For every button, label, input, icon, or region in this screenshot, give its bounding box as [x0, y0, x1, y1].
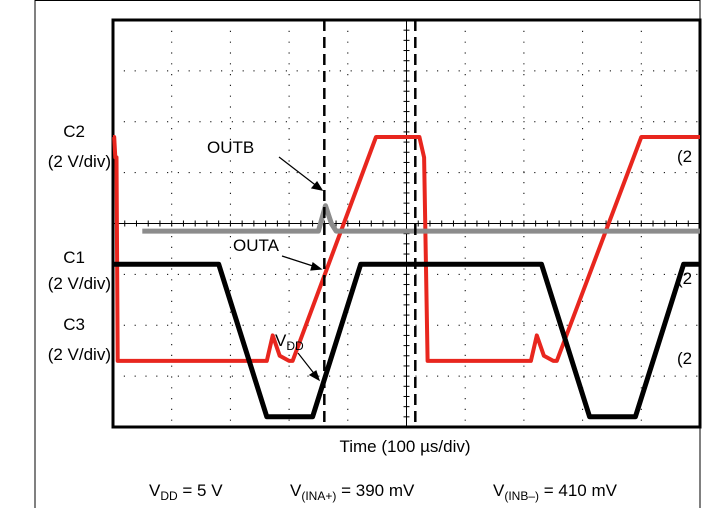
- annotation-outb-label: OUTB: [207, 138, 254, 157]
- annotation-outa-arrow: [281, 255, 323, 271]
- channel-scale-c2: (2 V/div): [48, 152, 111, 171]
- annotation-outb-arrow: [278, 156, 324, 191]
- caption-vdd-sub: DD: [160, 489, 178, 503]
- caption-ina: V(INA+) = 390 mV: [290, 481, 415, 503]
- caption-vdd: VDD = 5 V: [149, 481, 223, 503]
- channel-label-c3: C3: [63, 315, 85, 334]
- channel-label-c2: C2: [63, 122, 85, 141]
- series-outa: [142, 203, 700, 234]
- channel-scale-c1: (2 V/div): [48, 274, 111, 293]
- caption-inb-rest: = 410 mV: [539, 481, 618, 500]
- right-scale-label-c2: (2: [677, 147, 692, 166]
- caption-ina-main: V: [290, 481, 302, 500]
- right-scale-label-c3: (2: [677, 349, 692, 368]
- x-axis-label: Time (100 µs/div): [339, 437, 470, 456]
- caption-inb-main: V: [493, 481, 505, 500]
- series-group: [112, 135, 700, 420]
- right-scale-label-c1: (2: [677, 269, 692, 288]
- caption-ina-rest: = 390 mV: [336, 481, 415, 500]
- caption-vdd-rest: = 5 V: [178, 481, 224, 500]
- channel-scale-c3: (2 V/div): [48, 345, 111, 364]
- series-outb: [112, 135, 700, 363]
- annotation-vdd-label: VDD: [275, 331, 304, 353]
- annotation-outa-label: OUTA: [233, 236, 280, 255]
- caption-vdd-main: V: [149, 481, 161, 500]
- annotation-vdd-main: V: [275, 331, 287, 350]
- caption-ina-sub: (INA+): [301, 489, 336, 503]
- annotation-vdd-arrow: [297, 352, 321, 382]
- caption-inb-sub: (INB–): [504, 489, 539, 503]
- series-vdd: [113, 261, 700, 420]
- channel-label-c1: C1: [63, 248, 85, 267]
- annotation-vdd-sub: DD: [286, 339, 304, 353]
- caption-inb: V(INB–) = 410 mV: [493, 481, 618, 503]
